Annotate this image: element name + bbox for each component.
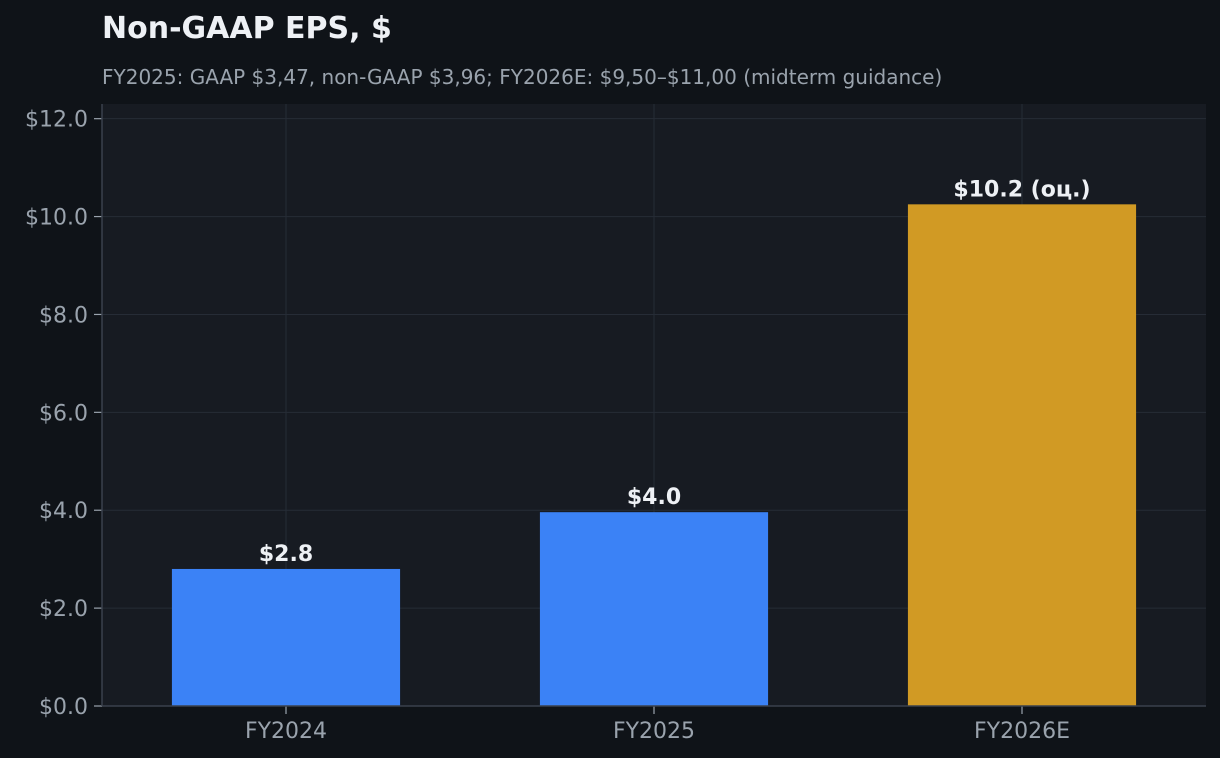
x-tick-label: FY2025 bbox=[613, 719, 695, 744]
bar-fy2026e bbox=[907, 204, 1137, 707]
chart-title: Non-GAAP EPS, $ bbox=[102, 11, 392, 46]
y-tick-label: $10.0 bbox=[25, 206, 88, 231]
axes bbox=[94, 104, 1206, 714]
chart-subtitle: FY2025: GAAP $3,47, non-GAAP $3,96; FY20… bbox=[102, 65, 942, 89]
labels: $0.0 $2.0 $4.0 $6.0 $8.0 $10.0 $12.0 $2.8 FY2024… bbox=[25, 108, 1091, 744]
y-tick-label: $0.0 bbox=[39, 695, 88, 720]
x-tick-label: FY2026E bbox=[974, 719, 1070, 744]
y-tick-label: $8.0 bbox=[39, 303, 88, 328]
y-tick-label: $2.0 bbox=[39, 597, 88, 622]
y-tick-label: $6.0 bbox=[39, 401, 88, 426]
x-tick-label: FY2024 bbox=[245, 719, 327, 744]
bar-value-label: $10.2 (оц.) bbox=[953, 177, 1090, 202]
y-tick-label: $4.0 bbox=[39, 499, 88, 524]
bar-fy2024 bbox=[171, 568, 401, 706]
bar-fy2025 bbox=[539, 512, 769, 706]
bar-value-label: $4.0 bbox=[627, 485, 681, 510]
bar-value-label: $2.8 bbox=[259, 542, 313, 567]
bars bbox=[171, 204, 1137, 707]
y-tick-label: $12.0 bbox=[25, 108, 88, 133]
